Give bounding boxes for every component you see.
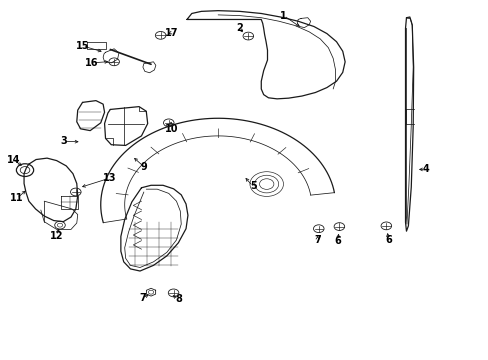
Text: 5: 5 bbox=[249, 181, 256, 192]
Text: 12: 12 bbox=[50, 231, 63, 241]
Text: 10: 10 bbox=[164, 124, 178, 134]
Text: 6: 6 bbox=[384, 235, 391, 245]
Text: 1: 1 bbox=[280, 10, 286, 21]
Text: 7: 7 bbox=[313, 235, 320, 245]
Text: 16: 16 bbox=[85, 58, 99, 68]
Text: 2: 2 bbox=[236, 23, 243, 33]
Text: 7: 7 bbox=[139, 293, 146, 303]
Text: 6: 6 bbox=[334, 236, 341, 246]
Text: 13: 13 bbox=[102, 173, 116, 183]
Text: 14: 14 bbox=[7, 154, 20, 165]
Text: 11: 11 bbox=[10, 193, 23, 203]
Text: 9: 9 bbox=[140, 162, 147, 172]
Text: 3: 3 bbox=[60, 136, 66, 146]
Text: 4: 4 bbox=[422, 165, 428, 174]
Text: 8: 8 bbox=[175, 294, 182, 304]
Text: 17: 17 bbox=[164, 27, 178, 37]
Text: 15: 15 bbox=[76, 41, 89, 51]
